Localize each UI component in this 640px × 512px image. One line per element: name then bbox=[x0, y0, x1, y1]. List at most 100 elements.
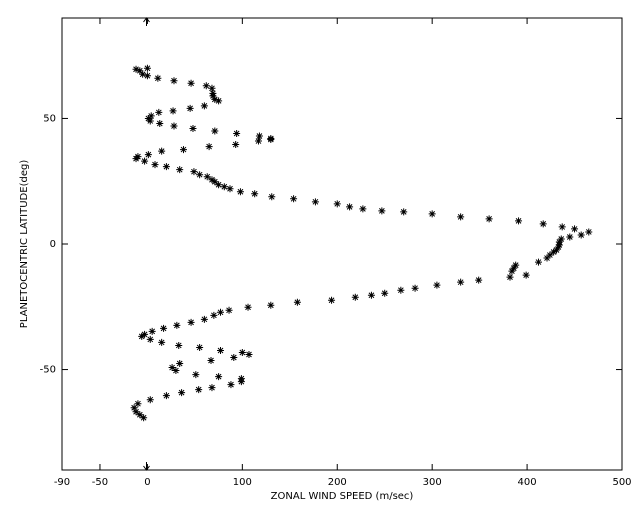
data-point bbox=[411, 284, 419, 292]
data-point bbox=[333, 200, 341, 208]
data-point bbox=[176, 166, 184, 174]
data-point bbox=[475, 276, 483, 284]
data-point bbox=[359, 205, 367, 213]
data-point bbox=[351, 293, 359, 301]
data-point bbox=[187, 318, 195, 326]
data-point bbox=[141, 330, 149, 338]
data-point bbox=[176, 360, 184, 368]
data-point bbox=[485, 215, 493, 223]
data-point bbox=[293, 298, 301, 306]
data-point bbox=[555, 241, 563, 249]
data-point bbox=[585, 228, 593, 236]
x-axis-label: ZONAL WIND SPEED (m/sec) bbox=[271, 491, 414, 502]
data-point bbox=[251, 190, 259, 198]
data-point bbox=[378, 207, 386, 215]
x-tick-label: 400 bbox=[518, 477, 537, 488]
data-point bbox=[170, 122, 178, 130]
data-point bbox=[208, 84, 216, 92]
data-point bbox=[215, 373, 223, 381]
plot-frame bbox=[61, 17, 623, 471]
data-point bbox=[226, 185, 234, 193]
data-point bbox=[515, 217, 523, 225]
zero-arrows bbox=[143, 17, 150, 471]
data-point bbox=[208, 384, 216, 392]
data-point bbox=[209, 92, 217, 100]
x-tick-label: 0 bbox=[144, 477, 150, 488]
y-tick-label: -50 bbox=[40, 365, 56, 376]
data-point bbox=[146, 396, 154, 404]
data-point bbox=[144, 151, 152, 159]
data-point bbox=[170, 77, 178, 85]
data-point bbox=[557, 235, 565, 243]
data-point bbox=[169, 107, 177, 115]
data-point bbox=[543, 254, 551, 262]
data-point bbox=[200, 102, 208, 110]
x-tick-label: 100 bbox=[233, 477, 252, 488]
data-point bbox=[140, 414, 148, 422]
data-point bbox=[217, 308, 225, 316]
data-point bbox=[328, 296, 336, 304]
data-point bbox=[154, 74, 162, 82]
data-point bbox=[136, 411, 144, 419]
data-point bbox=[196, 171, 204, 179]
data-point bbox=[546, 251, 554, 259]
data-point bbox=[510, 264, 518, 272]
x-tick-label: 500 bbox=[612, 477, 631, 488]
data-point bbox=[457, 213, 465, 221]
data-point bbox=[205, 143, 213, 151]
data-point bbox=[208, 176, 216, 184]
data-point bbox=[207, 357, 215, 365]
data-point bbox=[175, 341, 183, 349]
data-point bbox=[138, 332, 146, 340]
data-point bbox=[211, 127, 219, 135]
data-point bbox=[132, 155, 140, 163]
y-tick-label: 50 bbox=[43, 113, 56, 124]
data-point bbox=[230, 354, 238, 362]
data-point bbox=[554, 243, 562, 251]
data-point bbox=[539, 220, 547, 228]
data-point bbox=[192, 371, 200, 379]
data-point bbox=[139, 70, 147, 78]
data-point bbox=[211, 95, 219, 103]
data-point bbox=[158, 338, 166, 346]
data-point bbox=[457, 278, 465, 286]
data-point bbox=[173, 321, 181, 329]
data-point bbox=[186, 104, 194, 112]
data-point bbox=[168, 364, 176, 372]
data-point bbox=[267, 136, 275, 144]
data-point bbox=[162, 163, 170, 171]
data-point bbox=[225, 306, 233, 314]
data-point bbox=[200, 315, 208, 323]
data-point bbox=[215, 97, 223, 105]
data-point bbox=[238, 348, 246, 356]
data-point bbox=[195, 386, 203, 394]
data-point bbox=[522, 271, 530, 279]
data-point bbox=[506, 273, 514, 281]
data-point bbox=[367, 291, 375, 299]
data-point bbox=[151, 161, 159, 169]
x-tick-label: -90 bbox=[54, 477, 70, 488]
data-point bbox=[210, 311, 218, 319]
data-point bbox=[534, 258, 542, 266]
data-point bbox=[189, 124, 197, 132]
data-point bbox=[268, 193, 276, 201]
data-point bbox=[141, 157, 149, 165]
data-point bbox=[220, 183, 228, 191]
data-point bbox=[146, 117, 154, 125]
data-point bbox=[290, 195, 298, 203]
data-point bbox=[512, 261, 520, 269]
data-point bbox=[130, 404, 138, 412]
data-point bbox=[215, 181, 223, 189]
data-point bbox=[433, 281, 441, 289]
data-point bbox=[132, 408, 140, 416]
data-point bbox=[190, 168, 198, 176]
data-point bbox=[134, 400, 142, 408]
data-point bbox=[381, 289, 389, 297]
data-point bbox=[400, 208, 408, 216]
x-tick-label: 200 bbox=[328, 477, 347, 488]
data-point bbox=[245, 350, 253, 358]
data-point bbox=[179, 146, 187, 154]
data-point bbox=[203, 173, 211, 181]
data-point bbox=[566, 233, 574, 241]
